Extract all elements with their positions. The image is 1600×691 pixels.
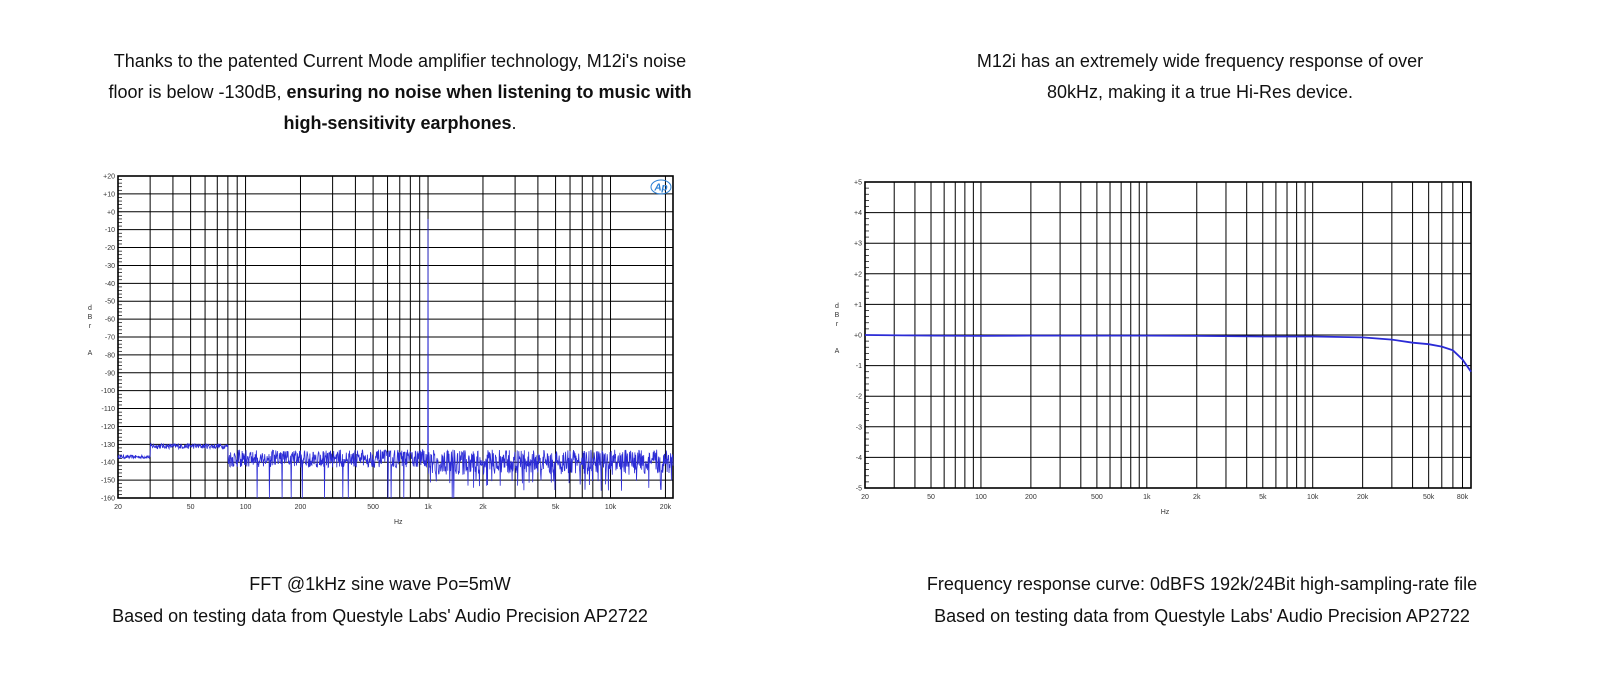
frequency-response-chart: +5 +4 +3 +2 +1 +0 -1 -2 -3 -4 -520 50 100 200 500 1k 2k 5… [835, 180, 1472, 516]
x-axis-label: Hz [394, 519, 403, 526]
noise-floor-description: Thanks to the patented Current Mode ampl… [30, 46, 770, 139]
y-axis-label-letter: B [88, 314, 93, 321]
y-tick-label: -2 [856, 394, 862, 401]
y-axis-label-letter: A [835, 348, 840, 355]
y-tick-label: +1 [854, 302, 862, 309]
caption-line: Based on testing data from Questyle Labs… [934, 606, 1470, 626]
x-tick-label: 5k [552, 504, 560, 511]
y-tick-label: +20 [103, 174, 115, 181]
intro-line: Thanks to the patented Current Mode ampl… [113, 51, 687, 71]
y-tick-label: +4 [854, 210, 862, 217]
y-tick-label: -4 [856, 455, 862, 462]
y-axis-label-letter: r [89, 323, 92, 330]
fft-caption: FFT @1kHz sine wave Po=5mW Based on test… [0, 568, 780, 632]
ap-logo-text: Ap [653, 183, 667, 194]
y-tick-label: -3 [856, 424, 862, 431]
intro-bold-text: high-sensitivity earphones [283, 113, 512, 133]
y-tick-label: -80 [105, 352, 115, 359]
y-tick-label: +3 [854, 241, 862, 248]
x-axis-label: Hz [1161, 509, 1170, 516]
intro-line: 80kHz, making it a true Hi-Res device. [1046, 82, 1354, 102]
x-tick-label: 2k [479, 504, 487, 511]
y-tick-label: +5 [854, 180, 862, 187]
fft-chart: +20 +10 +0 -10 -20 -30 -40 -50 -60 -70 -80 -90 -100 -… [88, 174, 674, 526]
x-tick-label: 50 [187, 504, 195, 511]
ap-logo: Ap [650, 179, 672, 195]
plot-frame [117, 175, 674, 499]
x-tick-label: 20 [114, 504, 122, 511]
y-tick-label: -100 [101, 388, 115, 395]
x-tick-label: 10k [605, 504, 617, 511]
y-tick-label: +0 [107, 209, 115, 216]
x-tick-label: 100 [975, 494, 987, 501]
y-tick-label: -140 [101, 460, 115, 467]
y-tick-label: -120 [101, 424, 115, 431]
x-tick-label: 2k [1193, 494, 1201, 501]
x-tick-label: 20 [861, 494, 869, 501]
y-tick-label: -60 [105, 317, 115, 324]
x-tick-label: 1k [424, 504, 432, 511]
y-axis-label-letter: d [88, 305, 92, 312]
y-tick-label: -50 [105, 299, 115, 306]
intro-period: . [511, 113, 517, 133]
x-tick-label: 20k [660, 504, 672, 511]
x-tick-label: 100 [240, 504, 252, 511]
y-tick-label: -40 [105, 281, 115, 288]
x-tick-label: 1k [1143, 494, 1151, 501]
ap-logo-ring [650, 179, 672, 195]
y-tick-label: -90 [105, 370, 115, 377]
y-axis-label-letter: B [835, 312, 840, 319]
intro-line: M12i has an extremely wide frequency res… [976, 51, 1424, 71]
x-tick-label: 200 [295, 504, 307, 511]
y-axis-label-letter: d [835, 303, 839, 310]
x-tick-label: 500 [1091, 494, 1103, 501]
frequency-response-caption: Frequency response curve: 0dBFS 192k/24B… [802, 568, 1600, 632]
y-tick-label: -10 [105, 227, 115, 234]
x-tick-label: 200 [1025, 494, 1037, 501]
y-tick-label: -30 [105, 263, 115, 270]
frequency-response-description: M12i has an extremely wide frequency res… [800, 46, 1600, 108]
noise-floor-panel: Thanks to the patented Current Mode ampl… [0, 46, 780, 632]
y-tick-label: -160 [101, 496, 115, 503]
x-tick-label: 50k [1423, 494, 1435, 501]
y-tick-label: -150 [101, 478, 115, 485]
frequency-response-panel: M12i has an extremely wide frequency res… [800, 0, 1600, 691]
y-tick-label: +10 [103, 191, 115, 198]
y-axis-label-letter: r [836, 321, 839, 328]
x-tick-label: 50 [927, 494, 935, 501]
y-tick-label: -130 [101, 442, 115, 449]
x-tick-label: 10k [1307, 494, 1319, 501]
x-tick-label: 500 [367, 504, 379, 511]
x-tick-label: 5k [1259, 494, 1267, 501]
caption-line: Based on testing data from Questyle Labs… [112, 606, 648, 626]
y-tick-label: -20 [105, 245, 115, 252]
y-tick-label: -110 [102, 406, 116, 413]
y-tick-label: -5 [856, 486, 862, 493]
fft-trace [117, 218, 674, 499]
caption-line: Frequency response curve: 0dBFS 192k/24B… [926, 574, 1478, 594]
intro-line: floor is below -130dB, [108, 82, 287, 102]
caption-line: FFT @1kHz sine wave Po=5mW [249, 574, 511, 594]
y-tick-label: +0 [854, 333, 862, 340]
y-tick-label: -70 [105, 335, 115, 342]
y-axis-label-letter: A [88, 350, 93, 357]
y-tick-label: -1 [856, 363, 862, 370]
x-tick-label: 20k [1357, 494, 1369, 501]
y-tick-label: +2 [854, 271, 862, 278]
intro-bold-text: ensuring no noise when listening to musi… [286, 82, 692, 102]
x-tick-label: 80k [1457, 494, 1469, 501]
frequency-response-trace [864, 334, 1472, 373]
